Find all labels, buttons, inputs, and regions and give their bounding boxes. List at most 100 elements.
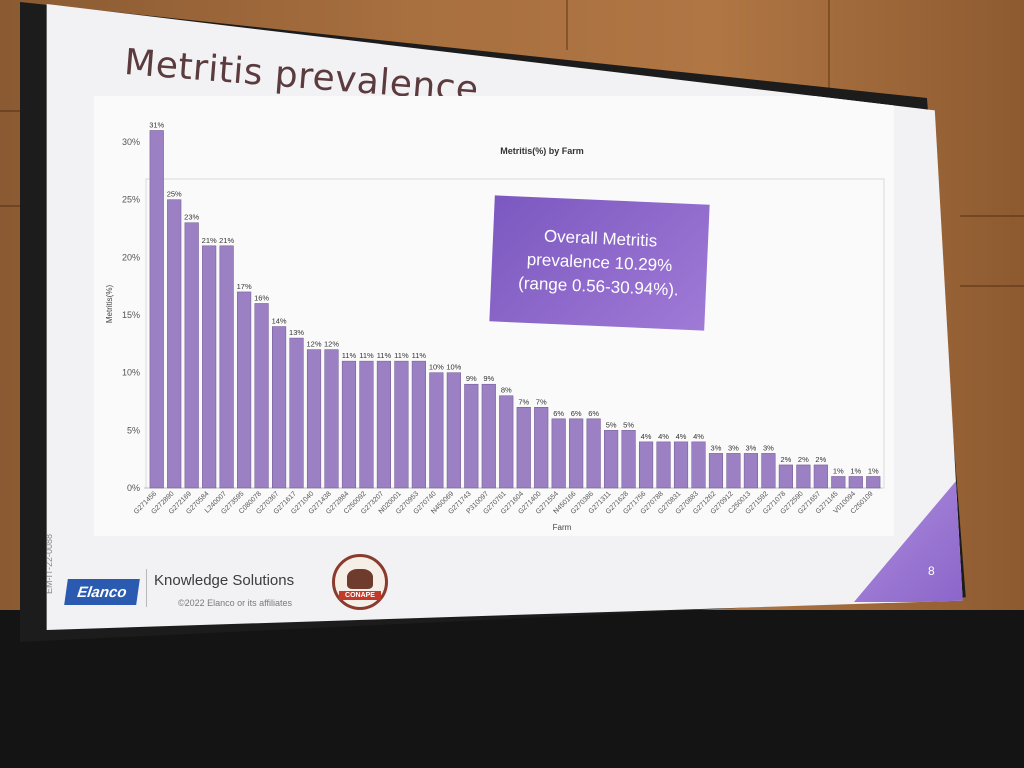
wall-seam: [960, 285, 1024, 287]
data-label: 31%: [149, 120, 164, 129]
y-tick-label: 0%: [127, 483, 140, 493]
knowledge-solutions-label: Knowledge Solutions: [154, 572, 295, 589]
bar: [639, 441, 654, 489]
data-label: 1%: [868, 466, 879, 475]
bar: [848, 476, 863, 489]
bar: [237, 291, 252, 489]
bar: [167, 199, 182, 489]
bar: [796, 464, 811, 489]
bar: [726, 453, 741, 489]
elanco-logo-text: Elanco: [76, 583, 128, 601]
bar: [866, 476, 881, 489]
data-label: 2%: [780, 455, 791, 464]
data-label: 25%: [167, 190, 182, 199]
y-tick-label: 10%: [122, 368, 140, 378]
x-axis-label: Farm: [553, 523, 572, 532]
bar: [376, 360, 391, 489]
data-label: 4%: [693, 432, 704, 441]
bar: [272, 326, 287, 489]
bar: [219, 245, 234, 489]
bar: [499, 395, 514, 489]
bar: [446, 372, 461, 489]
data-label: 9%: [483, 374, 494, 383]
y-tick-label: 5%: [127, 425, 140, 435]
data-label: 10%: [429, 363, 444, 372]
data-label: 3%: [763, 443, 774, 452]
data-label: 13%: [289, 328, 304, 337]
metritis-bar-chart: Metritis(%) by Farm 0% 5% 10% 15% 20% 25% 30% Me…: [105, 120, 885, 532]
data-label: 16%: [254, 293, 269, 302]
data-label: 17%: [237, 282, 252, 291]
seal-band: CONAPE: [339, 591, 381, 600]
conape-seal-icon: CONAPE: [332, 554, 388, 610]
data-label: 1%: [850, 466, 861, 475]
footer-divider: [146, 569, 147, 607]
y-tick-label: 15%: [122, 310, 140, 320]
bar: [481, 383, 496, 489]
data-label: 11%: [394, 351, 409, 360]
bar: [813, 464, 828, 489]
data-label: 5%: [623, 420, 634, 429]
bar: [778, 464, 793, 489]
bar: [394, 360, 409, 489]
data-label: 4%: [641, 432, 652, 441]
data-label: 11%: [342, 351, 357, 360]
bar: [761, 453, 776, 489]
bar: [621, 430, 636, 489]
data-label: 4%: [658, 432, 669, 441]
wall-seam: [0, 205, 30, 207]
data-label: 4%: [676, 432, 687, 441]
bar: [289, 337, 304, 489]
bar: [708, 453, 724, 489]
bar: [831, 476, 846, 489]
data-label: 6%: [588, 409, 599, 418]
bar: [569, 418, 584, 489]
bar: [656, 441, 671, 489]
wall-seam: [0, 110, 30, 112]
bar: [429, 372, 444, 489]
bar: [743, 453, 758, 489]
data-label: 11%: [377, 351, 392, 360]
bar: [306, 349, 322, 489]
y-axis-label: Metritis(%): [105, 285, 114, 324]
data-label: 6%: [571, 409, 582, 418]
copyright-text: ©2022 Elanco or its affiliates: [178, 598, 293, 608]
data-label: 11%: [359, 351, 374, 360]
data-label: 3%: [746, 443, 757, 452]
data-label: 11%: [412, 351, 427, 360]
seal-cow-icon: [347, 569, 373, 589]
data-label: 12%: [307, 340, 322, 349]
bar: [673, 441, 689, 489]
data-label: 2%: [798, 455, 809, 464]
wall-seam: [828, 0, 830, 90]
data-label: 21%: [202, 236, 217, 245]
bar: [516, 407, 531, 489]
chart-title: Metritis(%) by Farm: [500, 146, 584, 156]
data-label: 9%: [466, 374, 477, 383]
y-tick-label: 30%: [122, 137, 140, 147]
elanco-logo: Elanco: [64, 579, 140, 605]
bar: [411, 360, 426, 489]
bar: [149, 130, 164, 489]
data-label: 3%: [728, 443, 739, 452]
bar: [534, 407, 549, 489]
bar: [551, 418, 566, 489]
bar: [586, 418, 601, 489]
data-label: 14%: [272, 317, 287, 326]
y-tick-label: 20%: [122, 252, 140, 262]
data-label: 7%: [518, 397, 529, 406]
bar: [202, 245, 217, 489]
seal-text: CONAPE: [345, 592, 375, 599]
wall-seam: [566, 0, 568, 50]
data-label: 23%: [184, 213, 199, 222]
bar: [359, 360, 374, 489]
data-label: 5%: [606, 420, 617, 429]
bar: [324, 349, 339, 489]
data-label: 6%: [553, 409, 564, 418]
wall-seam: [960, 215, 1024, 217]
stage-curtain: [0, 610, 1024, 768]
bar: [604, 430, 619, 489]
data-label: 8%: [501, 386, 512, 395]
data-label: 21%: [219, 236, 234, 245]
bar: [184, 222, 199, 489]
